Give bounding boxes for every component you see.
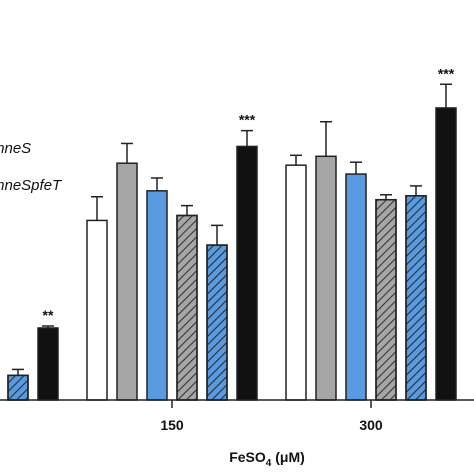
x-tick-label: 300 xyxy=(359,417,383,433)
legend-label: mneSpfeT xyxy=(0,177,63,194)
bar xyxy=(315,155,337,401)
bar-hatch xyxy=(7,374,29,401)
bar xyxy=(285,164,307,401)
legend-label: mneS xyxy=(0,140,31,157)
significance-label: ** xyxy=(43,307,54,323)
bar xyxy=(116,162,138,401)
bar-hatch xyxy=(206,244,228,401)
x-tick-label: 150 xyxy=(160,417,184,433)
significance-label: *** xyxy=(239,112,256,128)
bar xyxy=(435,107,457,401)
x-axis-title: FeSO4 (μM) xyxy=(229,449,305,469)
bar xyxy=(37,327,59,401)
bar xyxy=(146,190,168,401)
bar xyxy=(345,173,367,401)
bar xyxy=(86,219,108,401)
bar-hatch xyxy=(375,198,397,401)
significance-label: *** xyxy=(438,65,455,81)
bar-hatch xyxy=(176,214,198,401)
bar xyxy=(236,145,258,401)
bar-hatch xyxy=(405,195,427,401)
